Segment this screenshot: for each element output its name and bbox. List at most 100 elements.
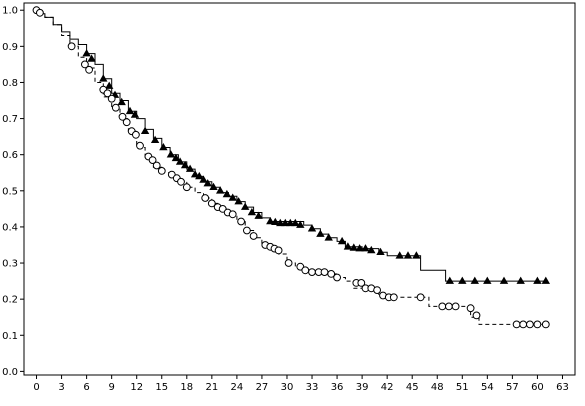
censor-marker [67,42,76,51]
censor-marker [216,186,225,194]
x-tick-label: 54 [481,382,494,393]
censor-marker [103,89,112,98]
censor-marker [117,97,126,106]
censor-marker [166,150,176,158]
x-tick-label: 36 [331,382,344,393]
x-tick-label: 39 [356,382,369,393]
x-tick-label: 48 [431,382,444,393]
x-tick-label: 6 [83,382,89,393]
censor-marker [182,183,191,192]
censor-marker [403,251,413,259]
censor-marker [296,220,305,228]
censor-marker [395,251,404,259]
censor-marker [136,141,144,150]
censor-marker [171,153,181,162]
censor-marker [266,217,275,225]
censor-marker [337,236,347,245]
y-tick-label: 0.0 [2,367,18,378]
censor-marker [254,211,263,219]
censor-marker [274,246,283,255]
censor-marker [148,156,157,165]
censor-marker [470,276,479,284]
x-tick-label: 21 [205,382,218,393]
censor-marker [249,232,258,240]
y-tick-label: 0.2 [2,295,18,306]
censor-marker [320,268,329,277]
censor-marker [195,171,204,180]
series-layer [32,6,550,329]
censor-marker [199,175,208,183]
censor-marker [376,247,385,255]
y-tick-label: 1.0 [2,6,18,17]
plot-frame [23,2,576,376]
censor-marker [367,245,376,254]
censor-marker [361,244,370,252]
series-2 [32,6,550,329]
x-tick-label: 0 [33,382,39,393]
censor-marker [81,60,89,69]
censor-marker [111,103,120,112]
censor-marker [222,189,232,198]
y-tick-label: 0.4 [2,222,18,233]
censor-marker [87,54,96,62]
censor-marker [209,182,218,190]
censor-marker [466,304,475,313]
x-tick-label: 15 [155,382,168,393]
censor-marker [152,161,161,170]
censor-marker [445,302,453,311]
censor-marker [203,179,212,187]
censor-marker [308,268,316,277]
censor-marker [412,251,421,259]
censor-marker [247,208,257,216]
censor-marker [207,199,216,208]
y-tick-label: 0.8 [2,78,18,89]
censor-marker [271,217,280,225]
censor-marker [416,293,425,302]
censor-marker [526,320,534,329]
y-tick-label: 0.3 [2,259,18,270]
censor-marker [349,243,358,251]
censor-marker [237,217,246,226]
censor-marker [389,293,398,302]
x-tick-label: 12 [130,382,143,393]
censor-marker [307,224,317,232]
censor-marker [458,276,467,284]
censor-marker [36,8,44,17]
x-tick-label: 9 [108,382,114,393]
censor-marker [284,259,293,267]
censor-marker [125,106,135,115]
censor-marker [373,286,382,295]
censor-marker [150,135,160,143]
censor-marker [118,112,127,121]
x-tick-label: 63 [556,382,569,393]
censor-marker [291,218,300,227]
censor-marker [175,157,185,165]
censor-marker [234,197,243,205]
y-tick-label: 0.1 [2,331,18,342]
censor-marker [519,320,528,329]
censor-marker [140,126,150,134]
y-tick-label: 0.7 [2,114,18,125]
x-tick-label: 60 [531,382,544,393]
y-tick-label: 0.5 [2,186,18,197]
censor-marker [343,242,353,250]
censor-marker [107,94,116,103]
censor-marker [82,49,91,57]
censor-marker [122,118,131,127]
censor-marker [516,276,525,284]
censor-marker [157,167,166,175]
censor-marker [355,244,364,252]
censor-marker [177,177,185,186]
censor-marker [533,276,542,284]
series-2-step-line [36,9,546,325]
x-axis: 0 3 6 9 12 15 18 21 24 27 30 33 36 39 42 45 48 51 54 57 60 63 [33,375,569,393]
censor-marker [159,143,168,151]
x-tick-label: 3 [58,382,64,393]
y-axis: 0.0 0.1 0.2 0.3 0.4 0.5 0.6 0.7 0.8 0.9 1.0 [2,6,24,378]
censor-marker [512,320,521,329]
censor-marker [185,164,195,172]
censor-marker [445,276,454,284]
censor-marker [483,276,492,284]
censor-marker [132,130,140,139]
